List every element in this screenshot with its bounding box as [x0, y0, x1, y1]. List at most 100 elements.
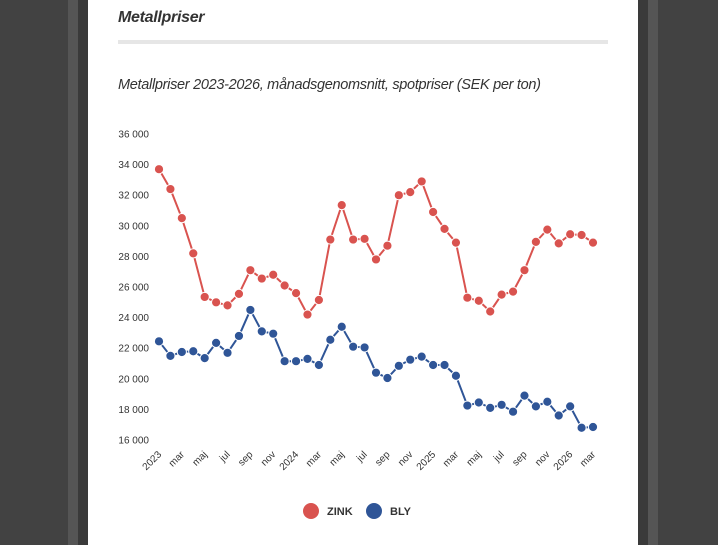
data-point-zink	[188, 248, 199, 259]
data-point-zink	[542, 224, 553, 235]
data-point-zink	[553, 238, 564, 249]
page-gutter-right	[648, 0, 658, 545]
data-point-bly	[565, 401, 576, 412]
data-point-bly	[359, 342, 370, 353]
data-point-bly	[313, 359, 324, 371]
legend-marker-bly	[366, 503, 382, 519]
y-tick-label: 26 000	[118, 283, 149, 294]
data-point-zink	[382, 240, 393, 251]
y-tick-label: 32 000	[118, 191, 149, 202]
data-point-bly	[370, 367, 382, 378]
data-point-bly	[530, 401, 541, 412]
data-point-zink	[485, 306, 496, 317]
x-tick-label: nov	[259, 449, 278, 468]
data-point-bly	[428, 359, 439, 371]
y-tick-label: 30 000	[118, 221, 149, 232]
data-point-bly	[405, 354, 416, 365]
data-point-zink	[370, 254, 382, 265]
legend-marker-zink	[303, 503, 319, 519]
page-gutter-right-inner	[638, 0, 648, 545]
x-tick-label: maj	[328, 449, 347, 468]
data-point-zink	[279, 280, 290, 291]
data-point-zink	[473, 295, 484, 306]
data-point-zink	[519, 265, 530, 276]
data-point-zink	[576, 229, 587, 241]
data-point-bly	[576, 422, 587, 433]
data-point-zink	[393, 190, 404, 201]
x-tick-label: mar	[167, 449, 187, 469]
data-point-zink	[359, 233, 370, 244]
page-gutter-left	[68, 0, 78, 545]
x-tick-label: mar	[441, 449, 461, 469]
data-point-bly	[211, 337, 222, 348]
data-point-zink	[165, 183, 176, 195]
series-line-zink	[158, 168, 594, 317]
data-point-zink	[256, 273, 267, 284]
data-point-zink	[348, 234, 359, 245]
x-tick-label: 2024	[278, 449, 302, 473]
legend-label-bly: BLY	[390, 506, 412, 518]
data-point-zink	[233, 288, 245, 299]
data-point-bly	[496, 399, 507, 410]
x-tick-label: jul	[491, 449, 507, 465]
x-tick-label: 2025	[415, 449, 439, 473]
data-point-bly	[256, 326, 267, 337]
data-point-bly	[462, 400, 473, 411]
data-point-bly	[222, 347, 233, 358]
data-point-zink	[587, 237, 599, 248]
data-point-zink	[507, 286, 519, 297]
data-point-bly	[382, 372, 393, 384]
data-point-bly	[268, 328, 279, 339]
data-point-zink	[153, 164, 165, 175]
data-point-bly	[587, 421, 599, 433]
data-point-bly	[336, 321, 347, 332]
data-point-bly	[507, 406, 519, 417]
section-title: Metallpriser	[118, 9, 205, 26]
data-point-bly	[416, 351, 427, 362]
data-point-bly	[325, 334, 336, 345]
data-point-bly	[153, 336, 165, 347]
x-tick-label: sep	[236, 449, 255, 468]
data-point-zink	[199, 291, 210, 303]
data-point-zink	[245, 265, 256, 276]
data-point-zink	[405, 187, 416, 198]
data-point-zink	[313, 294, 324, 306]
y-tick-label: 34 000	[118, 160, 149, 171]
data-point-bly	[176, 346, 187, 358]
data-point-bly	[485, 402, 496, 413]
data-point-zink	[416, 176, 427, 187]
data-point-zink	[325, 234, 336, 245]
data-point-zink	[302, 309, 313, 320]
data-point-zink	[450, 237, 462, 248]
data-point-zink	[290, 288, 302, 299]
chart-title: Metallpriser 2023-2026, månadsgenomsnitt…	[118, 77, 541, 93]
y-tick-label: 22 000	[118, 344, 149, 355]
data-point-zink	[211, 297, 222, 308]
x-tick-label: nov	[396, 449, 415, 468]
x-tick-label: maj	[465, 449, 484, 468]
data-point-zink	[439, 223, 450, 234]
data-point-bly	[519, 390, 530, 401]
y-tick-label: 18 000	[118, 405, 149, 416]
data-point-bly	[393, 360, 404, 371]
data-point-bly	[302, 353, 313, 365]
data-point-bly	[450, 370, 462, 381]
data-point-bly	[233, 330, 245, 342]
data-point-bly	[542, 396, 553, 407]
data-point-zink	[428, 206, 439, 218]
data-point-bly	[439, 359, 450, 371]
y-tick-label: 16 000	[118, 436, 149, 447]
x-tick-label: nov	[533, 449, 552, 468]
data-point-bly	[348, 341, 359, 352]
data-point-bly	[279, 356, 290, 367]
data-point-bly	[188, 346, 199, 357]
x-tick-label: jul	[354, 449, 370, 465]
y-tick-label: 24 000	[118, 313, 149, 324]
data-point-zink	[176, 213, 187, 224]
data-point-zink	[530, 236, 541, 247]
data-point-zink	[268, 269, 279, 280]
data-point-bly	[245, 304, 256, 316]
x-tick-label: sep	[373, 449, 392, 468]
y-tick-label: 36 000	[118, 130, 149, 141]
